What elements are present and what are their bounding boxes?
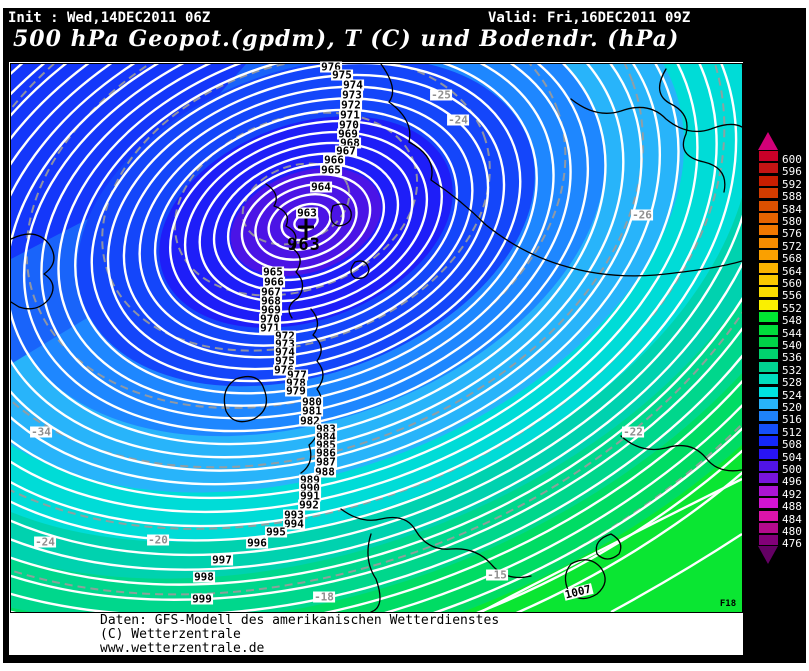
colorbar-swatch	[758, 534, 779, 547]
attribution-line3: www.wetterzentrale.de	[100, 641, 265, 656]
extra-isobars	[480, 477, 742, 612]
isobar-contours	[11, 64, 742, 612]
colorbar-swatch	[758, 373, 779, 386]
weather-map	[11, 64, 742, 612]
colorbar-value: 516	[782, 413, 802, 427]
attribution-line2: (C) Wetterzentrale	[100, 627, 241, 642]
colorbar-swatch	[758, 398, 779, 410]
colorbar-value: 484	[782, 512, 802, 526]
colorbar-swatch	[758, 435, 779, 448]
colorbar-value: 552	[782, 301, 802, 315]
colorbar-swatch	[758, 348, 779, 361]
colorbar-arrow-top-icon	[758, 132, 778, 150]
colorbar-value: 576	[782, 227, 802, 241]
colorbar-swatch	[758, 311, 779, 324]
colorbar-swatch	[758, 174, 779, 187]
colorbar-value: 592	[782, 177, 802, 191]
colorbar-value: 512	[782, 425, 802, 439]
frame-left	[3, 8, 9, 663]
colorbar-strip: 600 596 592 588 584 580 576 572 568 564 560 556 552 5…	[743, 8, 806, 655]
colorbar-swatch	[758, 336, 779, 348]
attribution: Daten: GFS-Modell des amerikanischen Wet…	[100, 614, 499, 656]
colorbar-swatch	[758, 249, 779, 262]
colorbar-swatch	[758, 162, 779, 175]
colorbar-value: 564	[782, 264, 802, 278]
header-band: Init : Wed,14DEC2011 06Z Valid: Fri,16DE…	[3, 8, 806, 62]
colorbar-value: 560	[782, 277, 802, 290]
colorbar-value: 536	[782, 351, 802, 365]
colorbar-value: 532	[782, 363, 802, 377]
colorbar-swatch	[758, 410, 779, 423]
colorbar-value: 548	[782, 314, 802, 328]
colorbar-value: 504	[782, 450, 802, 464]
colorbar-value: 572	[782, 239, 802, 253]
colorbar-arrow-bottom-icon	[758, 545, 778, 564]
colorbar-value: 496	[782, 475, 802, 489]
colorbar-value: 476	[782, 537, 802, 551]
colorbar-swatch	[758, 522, 779, 534]
attribution-line1: Daten: GFS-Modell des amerikanischen Wet…	[100, 613, 500, 628]
colorbar-value: 596	[782, 165, 802, 179]
colorbar-swatch	[758, 484, 779, 497]
colorbar-value: 528	[782, 376, 802, 390]
colorbar-swatch	[758, 422, 779, 435]
colorbar-swatch	[758, 360, 779, 373]
colorbar-swatch	[758, 472, 779, 485]
colorbar-swatch	[758, 497, 779, 510]
colorbar-value: 500	[782, 463, 802, 476]
colorbar-value: 480	[782, 525, 802, 538]
colorbar-swatch	[758, 460, 779, 472]
colorbar-value: 544	[782, 326, 802, 340]
colorbar-swatch	[758, 199, 779, 212]
colorbar-value: 580	[782, 215, 802, 228]
colorbar-swatch	[758, 187, 779, 200]
colorbar-swatch	[758, 323, 779, 336]
colorbar-value: 540	[782, 339, 802, 352]
colorbar-swatch	[758, 261, 779, 274]
colorbar-value: 508	[782, 438, 802, 452]
colorbar-swatch	[758, 224, 779, 237]
colorbar-swatch	[758, 286, 779, 299]
colorbar-value: 588	[782, 190, 802, 204]
valid-timestamp: Valid: Fri,16DEC2011 09Z	[488, 10, 691, 26]
colorbar-swatch	[758, 447, 779, 460]
colorbar-value: 556	[782, 289, 802, 303]
colorbar-swatch	[758, 212, 779, 224]
colorbar-swatch	[758, 298, 779, 311]
init-timestamp: Init : Wed,14DEC2011 06Z	[8, 10, 211, 26]
colorbar-swatch	[758, 509, 779, 522]
colorbar-swatch	[758, 236, 779, 249]
colorbar-value: 520	[782, 401, 802, 414]
colorbar-value: 488	[782, 500, 802, 514]
coastlines	[11, 64, 742, 612]
colorbar-value: 584	[782, 202, 802, 216]
colorbar-value: 600	[782, 153, 802, 166]
colorbar-value: 492	[782, 487, 802, 501]
colorbar-swatch	[758, 385, 779, 398]
frame-bottom	[3, 655, 806, 663]
colorbar-swatch	[758, 150, 779, 162]
colorbar-value: 568	[782, 252, 802, 266]
map-area	[10, 63, 743, 613]
colorbar-value: 524	[782, 388, 802, 402]
page-title: 500 hPa Geopot.(gpdm), T (C) und Bodendr…	[13, 26, 680, 52]
colorbar-swatch	[758, 274, 779, 286]
